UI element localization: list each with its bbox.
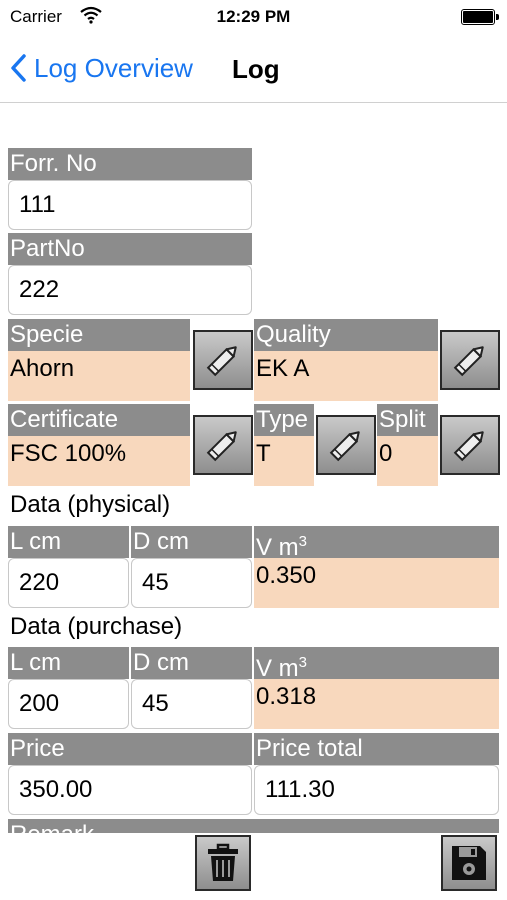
pencil-icon [206,431,237,462]
type-label: Type [254,404,314,436]
edit-split-button[interactable] [440,415,500,475]
physical-volume-label-text: V m [256,534,299,558]
pencil-icon [206,346,237,377]
specie-label: Specie [8,319,190,351]
purchase-volume-value: 0.318 [254,679,499,729]
certificate-value: FSC 100% [8,436,190,486]
chevron-left-icon [11,54,26,82]
physical-volume-label-sup: 3 [298,533,308,550]
forr-no-label: Forr. No [8,148,252,180]
back-button-label: Log Overview [34,52,193,83]
bottom-toolbar [0,833,507,900]
physical-volume-value: 0.350 [254,558,499,608]
physical-diameter-label: D cm [131,526,252,558]
trash-icon [208,843,238,881]
physical-volume-label: V m3 [254,526,499,558]
carrier-label: Carrier [10,7,62,26]
part-no-label: PartNo [8,233,252,265]
purchase-volume-label-text: V m [256,655,299,679]
quality-value: EK A [254,351,438,401]
purchase-diameter-label: D cm [131,647,252,679]
part-no-field[interactable]: 222 [8,265,252,315]
battery-icon [461,9,499,25]
pencil-icon [329,431,360,462]
purchase-diameter-field[interactable]: 45 [131,679,252,729]
remark-label: Remark [8,819,499,833]
edit-specie-button[interactable] [193,330,253,390]
page-title: Log [232,54,280,84]
purchase-volume-label: V m3 [254,647,499,679]
purchase-data-heading: Data (purchase) [10,613,183,640]
delete-button[interactable] [195,835,251,891]
purchase-length-label: L cm [8,647,129,679]
price-total-field[interactable]: 111.30 [254,765,499,815]
pencil-icon [453,431,484,462]
floppy-disk-icon [452,846,486,880]
navigation-bar: Log Overview Log [0,36,507,103]
clock: 12:29 PM [216,7,291,26]
physical-length-field[interactable]: 220 [8,558,129,608]
wifi-icon [80,6,102,29]
save-button[interactable] [441,835,497,891]
forr-no-field[interactable]: 111 [8,180,252,230]
remark-label-clip: Remark [8,819,499,833]
type-value: T [254,436,314,486]
edit-quality-button[interactable] [440,330,500,390]
physical-diameter-field[interactable]: 45 [131,558,252,608]
specie-value: Ahorn [8,351,190,401]
quality-label: Quality [254,319,438,351]
pencil-icon [453,346,484,377]
back-button[interactable]: Log Overview [10,50,193,86]
price-field[interactable]: 350.00 [8,765,252,815]
certificate-label: Certificate [8,404,190,436]
purchase-volume-label-sup: 3 [298,654,308,671]
status-bar: Carrier 12:29 PM [0,0,507,36]
price-total-label: Price total [254,733,499,765]
purchase-length-field[interactable]: 200 [8,679,129,729]
edit-certificate-button[interactable] [193,415,253,475]
split-value: 0 [377,436,438,486]
price-label: Price [8,733,252,765]
physical-length-label: L cm [8,526,129,558]
edit-type-button[interactable] [316,415,376,475]
physical-data-heading: Data (physical) [10,491,171,518]
split-label: Split [377,404,438,436]
